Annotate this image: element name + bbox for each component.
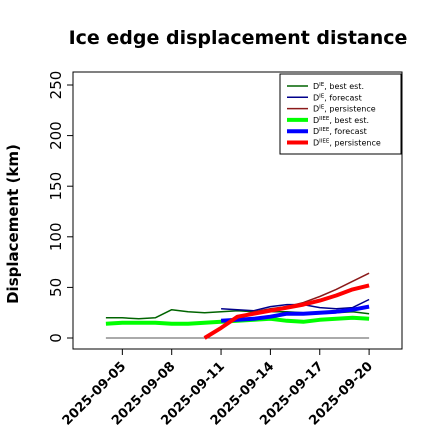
legend-label-1: DIE, best est.	[313, 82, 364, 91]
legend-label-4: DIIEE, best est.	[313, 116, 369, 125]
legend-label-6: DIIEE, persistence	[313, 139, 381, 148]
legend: DIE, best est. DIE, forecast DIE, persiste…	[279, 73, 402, 155]
y-tick-label: 200	[47, 121, 65, 150]
chart-title: Ice edge displacement distance	[69, 27, 408, 49]
y-tick-label: 250	[47, 71, 65, 100]
series-line-5	[220, 304, 370, 323]
legend-items: DIE, best est. DIE, forecast DIE, persiste…	[287, 82, 381, 148]
legend-label-3: DIE, persistence	[313, 105, 376, 114]
legend-label-5: DIIEE, forecast	[313, 127, 367, 136]
series-line-6	[203, 283, 370, 340]
y-tick-label: 100	[47, 222, 65, 251]
x-axis: 2025-09-052025-09-082025-09-112025-09-14…	[60, 349, 376, 429]
y-tick-label: 50	[47, 278, 65, 297]
y-tick-label: 150	[47, 172, 65, 201]
series-lines	[105, 272, 370, 340]
legend-label-2: DIE, forecast	[313, 93, 362, 102]
y-axis-label: Displacement (km)	[4, 144, 22, 304]
y-axis: 0 50 100 150 200 250	[47, 71, 74, 343]
y-tick-label: 0	[47, 333, 65, 343]
